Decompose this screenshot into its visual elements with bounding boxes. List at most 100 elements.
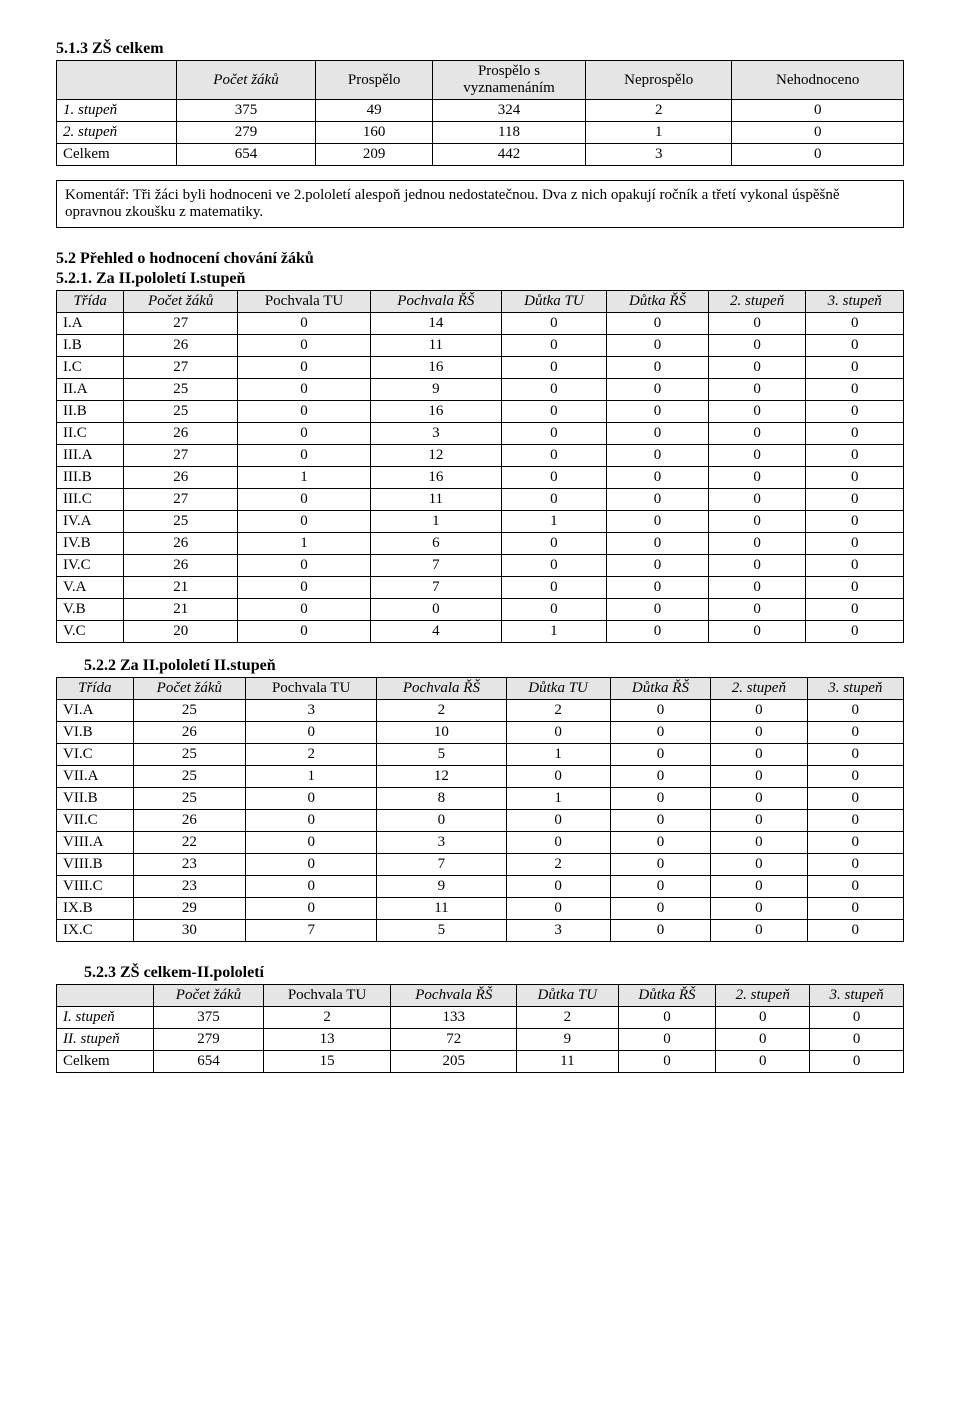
cell: 16: [370, 357, 501, 379]
cell: 0: [716, 1051, 810, 1073]
heading-521: 5.2.1. Za II.pololetí I.stupeň: [56, 270, 904, 288]
cell: 0: [807, 832, 903, 854]
cell: 324: [433, 100, 586, 122]
table-row: VI.A25322000: [57, 700, 904, 722]
cell: 7: [246, 920, 377, 942]
cell: 0: [506, 832, 610, 854]
row-label: VII.A: [57, 766, 134, 788]
row-label: VI.C: [57, 744, 134, 766]
col-header: Důtka TU: [506, 678, 610, 700]
cell: 0: [806, 335, 904, 357]
cell: 20: [124, 621, 238, 643]
cell: 0: [618, 1051, 716, 1073]
cell: 0: [708, 511, 806, 533]
cell: 0: [238, 335, 371, 357]
table-row: VIII.A22030000: [57, 832, 904, 854]
cell: 30: [133, 920, 245, 942]
cell: 0: [607, 335, 709, 357]
cell: 0: [806, 313, 904, 335]
table-row: V.A21070000: [57, 577, 904, 599]
cell: 25: [133, 700, 245, 722]
cell: 0: [607, 423, 709, 445]
row-label: Celkem: [57, 144, 177, 166]
cell: 0: [246, 722, 377, 744]
cell: 0: [807, 722, 903, 744]
cell: 0: [708, 379, 806, 401]
row-label: I.C: [57, 357, 124, 379]
cell: 0: [716, 1029, 810, 1051]
cell: 0: [708, 555, 806, 577]
cell: 0: [708, 621, 806, 643]
cell: 3: [506, 920, 610, 942]
cell: 0: [246, 876, 377, 898]
cell: 0: [711, 898, 807, 920]
cell: 0: [711, 876, 807, 898]
col-header: Počet žáků: [133, 678, 245, 700]
cell: 118: [433, 122, 586, 144]
cell: 0: [708, 423, 806, 445]
cell: 0: [506, 722, 610, 744]
cell: 0: [506, 876, 610, 898]
cell: 0: [610, 722, 711, 744]
col-pocet: Počet žáků: [176, 61, 316, 100]
cell: 0: [238, 445, 371, 467]
cell: 15: [263, 1051, 391, 1073]
cell: 0: [618, 1029, 716, 1051]
col-header: Důtka TU: [501, 291, 606, 313]
cell: 9: [377, 876, 506, 898]
cell: 27: [124, 313, 238, 335]
row-label: VII.C: [57, 810, 134, 832]
cell: 0: [370, 599, 501, 621]
cell: 0: [806, 423, 904, 445]
cell: 0: [607, 379, 709, 401]
col-header: Důtka ŘŠ: [607, 291, 709, 313]
row-label: 1. stupeň: [57, 100, 177, 122]
cell: 0: [501, 467, 606, 489]
cell: 0: [607, 401, 709, 423]
table-row: I. stupeň37521332000: [57, 1007, 904, 1029]
cell: 1: [506, 788, 610, 810]
cell: 14: [370, 313, 501, 335]
cell: 0: [506, 810, 610, 832]
cell: 25: [133, 766, 245, 788]
cell: 27: [124, 445, 238, 467]
cell: 0: [501, 379, 606, 401]
row-label: IV.C: [57, 555, 124, 577]
cell: 26: [124, 467, 238, 489]
col-header: Pochvala TU: [238, 291, 371, 313]
col-header: Důtka ŘŠ: [610, 678, 711, 700]
cell: 0: [246, 832, 377, 854]
cell: 205: [391, 1051, 517, 1073]
row-label: Celkem: [57, 1051, 154, 1073]
col-header: Pochvala TU: [246, 678, 377, 700]
cell: 279: [154, 1029, 263, 1051]
cell: 0: [708, 467, 806, 489]
cell: 0: [711, 920, 807, 942]
cell: 26: [124, 423, 238, 445]
row-label: II. stupeň: [57, 1029, 154, 1051]
cell: 0: [806, 401, 904, 423]
cell: 12: [370, 445, 501, 467]
cell: 0: [506, 898, 610, 920]
table-522: TřídaPočet žákůPochvala TUPochvala ŘŠDůt…: [56, 677, 904, 942]
table-row: IV.A25011000: [57, 511, 904, 533]
table-row: II. stupeň27913729000: [57, 1029, 904, 1051]
cell: 1: [506, 744, 610, 766]
row-label: IX.B: [57, 898, 134, 920]
cell: 0: [501, 313, 606, 335]
cell: 0: [501, 401, 606, 423]
row-label: VI.A: [57, 700, 134, 722]
table-row: VII.B25081000: [57, 788, 904, 810]
cell: 1: [246, 766, 377, 788]
cell: 27: [124, 489, 238, 511]
table-513: Počet žáků Prospělo Prospělo s vyznamená…: [56, 60, 904, 166]
cell: 9: [370, 379, 501, 401]
cell: 1: [238, 533, 371, 555]
table-523: Počet žákůPochvala TUPochvala ŘŠDůtka TU…: [56, 984, 904, 1073]
table-row: IX.C30753000: [57, 920, 904, 942]
cell: 0: [806, 489, 904, 511]
cell: 0: [607, 533, 709, 555]
cell: 26: [124, 555, 238, 577]
table-row: VIII.B23072000: [57, 854, 904, 876]
cell: 0: [238, 379, 371, 401]
